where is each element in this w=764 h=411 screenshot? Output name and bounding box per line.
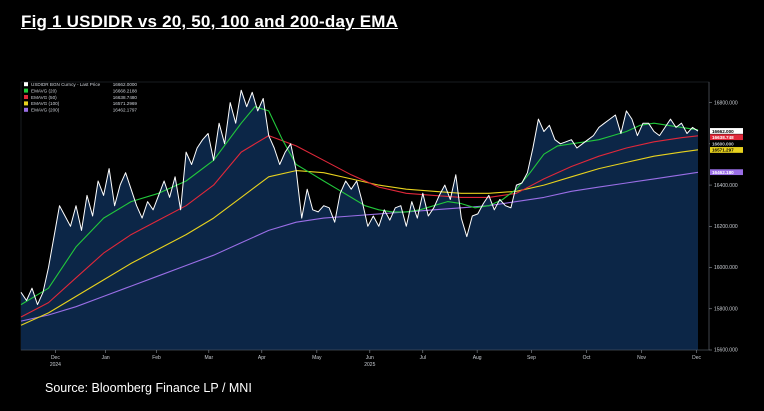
y-tick-label: 16800.000 bbox=[714, 100, 738, 106]
legend-swatch bbox=[24, 88, 28, 93]
y-tick-label: 16000.000 bbox=[714, 265, 738, 271]
x-tick-label: Jul bbox=[420, 355, 426, 361]
last-value-tag-label: 16571.297 bbox=[712, 148, 734, 153]
x-tick-label: May bbox=[312, 355, 322, 361]
legend-swatch bbox=[24, 82, 28, 87]
last-value-tag: 16571.297 bbox=[710, 147, 743, 153]
legend-value: 16571.2969 bbox=[113, 101, 138, 106]
source-note: Source: Bloomberg Finance LP / MNI bbox=[45, 381, 252, 395]
last-value-tag-label: 16638.748 bbox=[712, 135, 734, 140]
y-tick-label: 16400.000 bbox=[714, 183, 738, 189]
last-value-tag-box bbox=[710, 169, 743, 176]
legend-label: EMAVG (50) bbox=[31, 95, 57, 100]
last-value-tag-label: 16462.180 bbox=[712, 170, 734, 175]
legend-swatch bbox=[24, 95, 28, 99]
legend-swatch bbox=[24, 107, 28, 112]
last-value-tag-label: 16600.000 bbox=[712, 142, 734, 147]
x-tick-label: Oct bbox=[583, 355, 591, 361]
ema-100-line bbox=[20, 149, 699, 326]
x-tick-label: Nov bbox=[637, 355, 646, 361]
figure-title: Fig 1 USDIDR vs 20, 50, 100 and 200-day … bbox=[21, 12, 399, 31]
x-tick-year: 2025 bbox=[364, 362, 375, 368]
last-value-tag-box bbox=[710, 134, 743, 141]
x-tick-label: Dec bbox=[692, 355, 701, 361]
legend-label: EMAVG (100) bbox=[31, 101, 60, 106]
ema-line-chart: USDIDR BGN Curncy - Last Price 16662.0000… bbox=[19, 78, 745, 370]
ema-20-line bbox=[20, 106, 699, 306]
x-tick-label: Sep bbox=[527, 355, 536, 361]
ema-50-line bbox=[20, 135, 699, 318]
x-tick-label: Aug bbox=[473, 355, 482, 361]
last-value-tag: 16662.000 bbox=[710, 128, 743, 134]
price-line bbox=[20, 89, 699, 306]
y-tick-label: 16200.000 bbox=[714, 224, 738, 230]
legend-value: 16462.1797 bbox=[113, 108, 138, 113]
x-tick-label: Feb bbox=[152, 355, 161, 361]
legend-label: EMAVG (20) bbox=[31, 88, 57, 93]
chart-panel: USDIDR BGN Curncy - Last Price 16662.0000… bbox=[19, 78, 745, 370]
last-value-tag: 16600.000 bbox=[710, 140, 743, 147]
last-value-tag-box bbox=[710, 140, 743, 147]
last-value-tag-label: 16662.000 bbox=[712, 129, 734, 134]
x-tick-label: Mar bbox=[205, 355, 214, 361]
x-tick-label: Dec bbox=[51, 355, 60, 361]
x-tick-label: Apr bbox=[258, 355, 266, 361]
last-value-tag-box bbox=[710, 147, 743, 153]
price-area-fill bbox=[21, 90, 698, 350]
last-value-tag-box bbox=[710, 128, 743, 134]
legend: USDIDR BGN Curncy - Last Price 16662.0000… bbox=[24, 82, 137, 113]
legend-value: 16668.2188 bbox=[113, 88, 138, 93]
legend-value: 16662.0000 bbox=[113, 82, 138, 87]
x-tick-label: Jun bbox=[366, 355, 374, 361]
legend-value: 16638.7480 bbox=[113, 95, 138, 100]
last-value-tag: 16462.180 bbox=[710, 169, 743, 176]
y-tick-label: 15600.000 bbox=[714, 348, 738, 354]
series-layer bbox=[20, 89, 699, 326]
legend-label: EMAVG (200) bbox=[31, 108, 60, 113]
legend-label: USDIDR BGN Curncy - Last Price bbox=[31, 82, 101, 87]
y-tick-label: 15800.000 bbox=[714, 306, 738, 312]
x-tick-year: 2024 bbox=[50, 362, 61, 368]
legend-swatch bbox=[24, 101, 28, 106]
last-value-tag: 16638.748 bbox=[710, 134, 743, 141]
x-tick-label: Jan bbox=[102, 355, 110, 361]
